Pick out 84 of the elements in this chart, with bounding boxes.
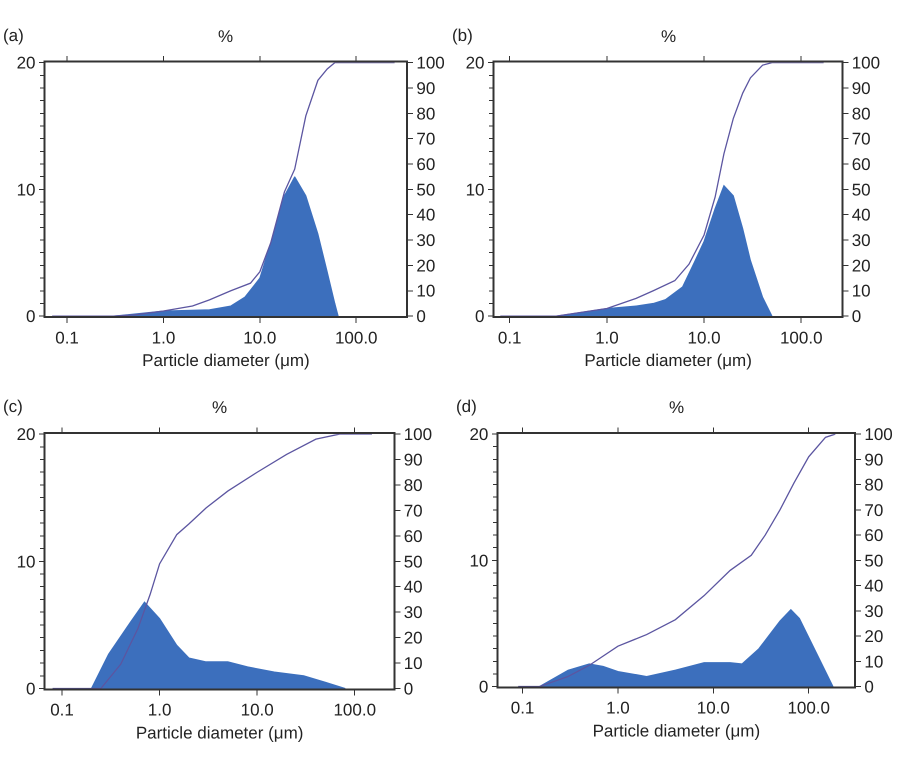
y-tick-label: 0 [26,679,36,698]
y2-tick-label: 60 [416,154,436,174]
y2-tick-label: 70 [852,130,871,149]
chart-title: (b) [452,26,473,45]
y2-tick-label: 30 [416,231,436,250]
y-axis-title: % [212,398,228,417]
y2-tick-label: 20 [864,627,884,646]
y2-tick-label: 50 [864,551,884,570]
x-tick-label: 10.0 [243,328,276,348]
y2-tick-label: 100 [404,425,432,444]
y2-tick-label: 80 [404,476,423,495]
y2-tick-label: 80 [852,104,871,124]
y2-tick-label: 50 [852,180,871,200]
y-tick-label: 10 [469,551,488,570]
x-axis-title: Particle diameter (μm) [592,722,760,741]
x-tick-label: 0.1 [498,328,522,348]
x-tick-label: 100.0 [333,700,376,720]
y2-tick-label: 80 [864,476,884,495]
y2-tick-label: 40 [404,578,423,597]
x-tick-label: 0.1 [50,700,74,720]
y2-tick-label: 0 [416,307,426,326]
y2-tick-label: 10 [416,282,436,301]
y2-tick-label: 40 [852,206,871,225]
y-axis-title: % [218,27,234,46]
x-tick-label: 10.0 [240,700,274,720]
y2-tick-label: 0 [852,307,862,326]
y-tick-label: 10 [16,552,36,572]
y2-tick-label: 20 [416,256,436,276]
x-tick-label: 10.0 [696,698,730,718]
y-tick-label: 0 [475,307,484,326]
y-tick-label: 20 [16,54,36,73]
y2-tick-label: 100 [416,54,445,73]
y-tick-label: 0 [26,307,36,326]
x-tick-label: 1.0 [152,328,176,348]
x-tick-label: 100.0 [787,698,830,718]
y2-tick-label: 40 [416,206,436,225]
chart-title: (c) [3,397,23,416]
chart-title: (a) [3,26,24,45]
y2-tick-label: 20 [852,256,871,276]
x-axis-title: Particle diameter (μm) [584,351,752,370]
x-tick-label: 10.0 [688,328,721,348]
x-tick-label: 0.1 [510,698,534,718]
y2-tick-label: 80 [416,104,436,124]
y2-tick-label: 100 [852,54,880,73]
y2-tick-label: 90 [416,78,436,98]
y-tick-label: 10 [16,180,36,200]
y2-tick-label: 60 [864,526,884,546]
x-tick-label: 100.0 [780,328,823,348]
chart-title: (d) [456,397,477,416]
y2-tick-label: 70 [416,130,436,149]
x-tick-label: 100.0 [334,328,378,348]
y-tick-label: 20 [16,425,36,444]
y2-tick-label: 90 [404,450,423,470]
y2-tick-label: 10 [404,654,423,674]
y-tick-label: 10 [466,180,484,200]
y2-tick-label: 10 [852,282,871,301]
y2-tick-label: 10 [864,652,884,672]
x-tick-label: 1.0 [595,328,619,348]
y2-tick-label: 100 [864,425,893,444]
y-tick-label: 0 [478,678,488,697]
y2-tick-label: 50 [416,180,436,200]
y2-tick-label: 30 [852,231,871,250]
y2-tick-label: 70 [864,500,884,520]
y2-tick-label: 60 [852,154,871,174]
y2-tick-label: 30 [864,602,884,621]
y-tick-label: 20 [469,425,488,444]
y2-tick-label: 20 [404,628,423,648]
y-axis-title: % [669,398,684,417]
y2-tick-label: 90 [852,78,871,98]
y2-tick-label: 0 [404,679,414,698]
y2-tick-label: 40 [864,576,884,596]
y2-tick-label: 0 [864,678,874,697]
x-axis-title: Particle diameter (μm) [136,724,304,743]
x-tick-label: 1.0 [606,698,630,718]
y-axis-title: % [661,27,676,46]
y2-tick-label: 30 [404,603,423,622]
y2-tick-label: 90 [864,450,884,470]
y2-tick-label: 60 [404,526,423,546]
y2-tick-label: 50 [404,552,423,572]
x-tick-label: 1.0 [148,700,172,720]
x-tick-label: 0.1 [55,328,79,348]
x-axis-title: Particle diameter (μm) [142,351,310,370]
y2-tick-label: 70 [404,501,423,520]
y-tick-label: 20 [466,54,484,73]
